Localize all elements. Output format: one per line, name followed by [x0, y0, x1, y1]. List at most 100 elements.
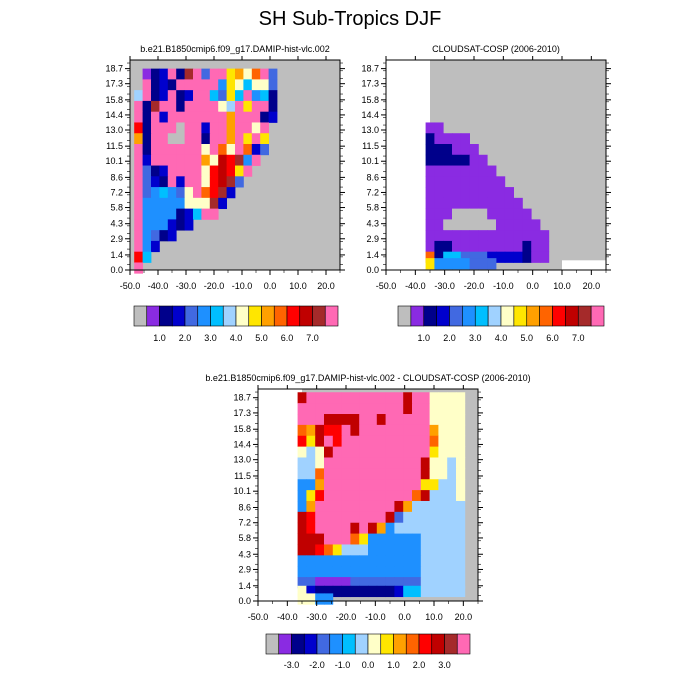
heatmap-cell: [341, 511, 351, 524]
heatmap-cell: [359, 414, 369, 426]
heatmap-cell: [341, 566, 351, 578]
heatmap-cell: [376, 555, 386, 567]
heatmap-cell: [385, 533, 395, 545]
heatmap-cell: [226, 176, 236, 188]
y-tick-label: 2.9: [238, 564, 251, 574]
heatmap-cell: [350, 414, 360, 426]
heatmap-cell: [315, 577, 325, 589]
heatmap-cell: [478, 208, 488, 220]
heatmap-cell: [368, 424, 378, 437]
heatmap-cell: [394, 585, 404, 598]
heatmap-cell: [341, 544, 351, 556]
y-tick-label: 2.9: [110, 234, 123, 244]
heatmap-cell: [306, 544, 316, 556]
heatmap-cell: [429, 555, 439, 567]
heatmap-cell: [324, 435, 334, 448]
heatmap-cell: [443, 197, 453, 210]
heatmap-cell: [531, 230, 541, 242]
y-tick-label: 11.5: [362, 141, 379, 151]
heatmap-cell: [134, 208, 143, 220]
heatmap-cell: [478, 176, 488, 188]
heatmap-cell: [297, 500, 307, 513]
heatmap-cell: [376, 585, 386, 598]
colorbar-swatch: [248, 305, 262, 327]
colorbar-swatch: [487, 305, 502, 327]
heatmap-cell: [412, 577, 422, 589]
heatmap-cell: [443, 144, 453, 156]
heatmap-cell: [403, 457, 413, 469]
heatmap-cell: [478, 240, 488, 253]
heatmap-cell: [235, 122, 244, 134]
heatmap-cell: [315, 424, 325, 437]
colorbar-label: 7.0: [306, 333, 319, 343]
colorbar-label: 1.0: [417, 333, 430, 343]
heatmap-cell: [201, 90, 211, 102]
colorbar-label: 4.0: [495, 333, 508, 343]
heatmap-cell: [496, 251, 506, 263]
x-tick-label: 20.0: [583, 281, 601, 291]
heatmap-cell: [268, 79, 278, 91]
heatmap-cell: [452, 154, 462, 166]
y-tick-label: 14.4: [233, 439, 251, 449]
heatmap-cell: [420, 544, 430, 556]
heatmap-cell: [429, 490, 439, 502]
heatmap-cell: [447, 479, 457, 491]
heatmap-cell: [315, 446, 325, 458]
heatmap-cell: [235, 68, 244, 80]
heatmap-cell: [134, 90, 143, 102]
heatmap-cell: [376, 479, 386, 491]
heatmap-cell: [297, 593, 307, 605]
heatmap-cell: [359, 424, 369, 437]
heatmap-cell: [429, 468, 439, 480]
heatmap-cell: [460, 144, 470, 156]
heatmap-cell: [425, 230, 435, 242]
heatmap-cell: [297, 468, 307, 480]
heatmap-cell: [251, 79, 261, 91]
heatmap-cell: [159, 122, 169, 134]
heatmap-cell: [167, 79, 177, 91]
y-tick-label: 18.7: [233, 393, 251, 403]
y-tick-label: 4.3: [238, 549, 251, 559]
heatmap-cell: [425, 144, 435, 156]
heatmap-cell: [460, 197, 470, 210]
heatmap-cell: [456, 392, 466, 404]
heatmap-cell: [251, 68, 261, 80]
heatmap-cell: [420, 446, 430, 458]
heatmap-cell: [438, 577, 448, 589]
heatmap-cell: [469, 176, 479, 188]
heatmap-cell: [306, 585, 316, 598]
heatmap-cell: [209, 208, 219, 220]
heatmap-cell: [434, 197, 444, 210]
y-tick-label: 8.6: [366, 172, 379, 182]
heatmap-cell: [368, 468, 378, 480]
heatmap-cell: [438, 585, 448, 598]
heatmap-cell: [184, 208, 194, 220]
colorbar-swatch: [500, 305, 515, 327]
heatmap-cell: [184, 165, 194, 177]
heatmap-cell: [226, 79, 236, 91]
heatmap-cell: [456, 533, 466, 545]
heatmap-cell: [412, 403, 422, 415]
heatmap-cell: [412, 511, 422, 524]
y-tick-label: 8.6: [238, 503, 251, 513]
colorbar-swatch: [197, 305, 211, 327]
colorbar-swatch: [474, 305, 489, 327]
heatmap-cell: [193, 197, 202, 210]
heatmap-cell: [447, 414, 457, 426]
heatmap-cell: [243, 90, 253, 102]
heatmap-cell: [420, 533, 430, 545]
heatmap-cell: [434, 240, 444, 253]
heatmap-cell: [297, 435, 307, 448]
heatmap-cell: [209, 165, 219, 177]
heatmap-cell: [226, 187, 236, 199]
heatmap-cell: [201, 122, 211, 134]
heatmap-cell: [359, 566, 369, 578]
heatmap-cell: [425, 240, 435, 253]
heatmap-cell: [376, 522, 386, 534]
heatmap-cell: [447, 577, 457, 589]
heatmap-cell: [226, 133, 236, 145]
heatmap-cell: [167, 90, 177, 102]
heatmap-cell: [438, 424, 448, 437]
heatmap-cell: [350, 511, 360, 524]
heatmap-cell: [184, 90, 194, 102]
